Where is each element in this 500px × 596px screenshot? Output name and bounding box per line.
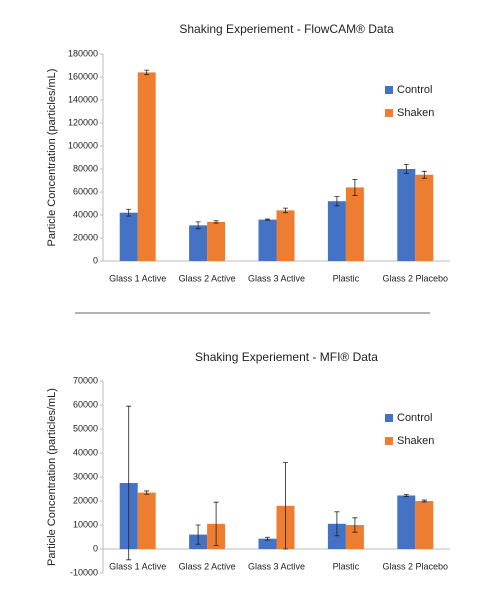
error-bar: [352, 178, 358, 196]
y-tick-label: 20000: [73, 232, 98, 242]
bar: [345, 187, 364, 261]
error-bar: [421, 170, 427, 179]
bar: [119, 212, 138, 261]
bar: [258, 219, 277, 261]
y-axis-label: Particle Concentration (particles/mL): [46, 69, 58, 247]
x-tick-label: Glass 2 Active: [179, 561, 236, 571]
y-tick-label: 100000: [68, 140, 98, 150]
x-tick-label: Glass 1 Active: [109, 273, 166, 283]
error-bar: [195, 524, 201, 545]
bar: [137, 492, 156, 549]
x-tick-label: Glass 1 Active: [109, 561, 166, 571]
legend-label: Control: [397, 412, 432, 424]
y-tick-label: 140000: [68, 94, 98, 104]
y-tick-label: 0: [93, 543, 98, 553]
error-bar: [283, 207, 288, 214]
y-tick-label: 80000: [73, 163, 98, 173]
bar: [345, 525, 364, 549]
x-tick-label: Glass 3 Active: [248, 273, 305, 283]
error-bar: [144, 69, 150, 76]
legend-swatch: [385, 437, 393, 445]
chart-title: Shaking Experiement - FlowCAM® Data: [179, 22, 394, 36]
y-tick-label: 30000: [73, 471, 98, 481]
x-tick-label: Glass 3 Active: [248, 561, 305, 571]
bar: [258, 538, 277, 549]
y-tick-label: 0: [93, 255, 98, 265]
bar: [415, 501, 434, 549]
bar: [327, 523, 346, 549]
error-bar: [126, 208, 132, 217]
bar: [397, 169, 416, 261]
legend-label: Control: [397, 84, 432, 96]
bar: [207, 221, 226, 261]
legend-swatch: [385, 414, 393, 422]
x-tick-label: Plastic: [333, 273, 360, 283]
y-tick-label: 120000: [68, 117, 98, 127]
bar: [137, 72, 156, 262]
error-bar: [126, 405, 132, 561]
y-tick-label: 60000: [73, 399, 98, 409]
legend-label: Shaken: [397, 435, 434, 447]
y-tick-label: -10000: [70, 567, 98, 577]
error-bar: [334, 511, 340, 537]
y-tick-label: 70000: [73, 375, 98, 385]
error-bar: [144, 490, 150, 495]
error-bar: [334, 196, 340, 207]
x-tick-label: Plastic: [333, 561, 360, 571]
x-tick-label: Glass 2 Active: [179, 273, 236, 283]
y-tick-label: 40000: [73, 447, 98, 457]
error-bar: [283, 462, 288, 550]
error-bar: [265, 536, 270, 541]
x-tick-label: Glass 2 Placebo: [383, 273, 449, 283]
error-bar: [352, 517, 358, 533]
error-bar: [421, 499, 427, 503]
x-tick-label: Glass 2 Placebo: [383, 561, 449, 571]
error-bar: [195, 221, 201, 230]
legend-swatch: [385, 86, 393, 94]
y-tick-label: 10000: [73, 519, 98, 529]
bar: [415, 174, 434, 261]
bar: [189, 225, 208, 261]
y-tick-label: 50000: [73, 423, 98, 433]
error-bar: [403, 494, 409, 497]
y-tick-label: 160000: [68, 71, 98, 81]
y-tick-label: 180000: [68, 48, 98, 58]
y-axis-label: Particle Concentration (particles/mL): [46, 388, 58, 566]
bar: [397, 495, 416, 549]
bar: [276, 210, 295, 261]
bar: [327, 201, 346, 261]
legend-label: Shaken: [397, 107, 434, 119]
error-bar: [213, 220, 219, 224]
legend-swatch: [385, 109, 393, 117]
y-tick-label: 60000: [73, 186, 98, 196]
chart-title: Shaking Experiement - MFI® Data: [195, 350, 378, 364]
error-bar: [265, 218, 270, 221]
error-bar: [213, 501, 219, 546]
y-tick-label: 40000: [73, 209, 98, 219]
y-tick-label: 20000: [73, 495, 98, 505]
error-bar: [403, 164, 409, 174]
